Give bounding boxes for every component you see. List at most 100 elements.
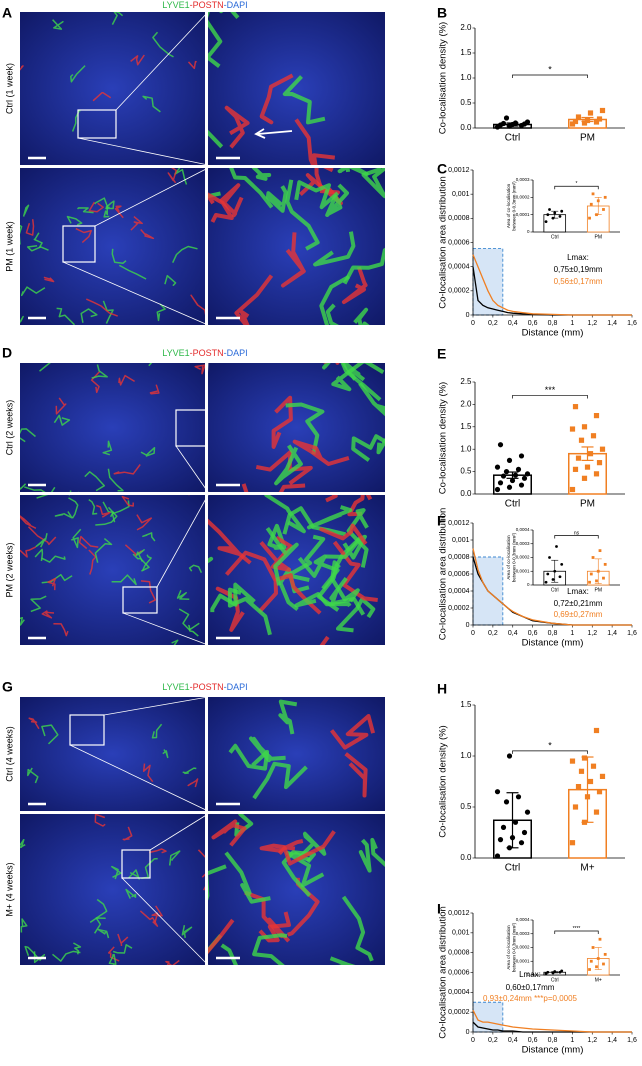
stain: [88, 549, 97, 575]
y-tick-label: 1.0: [460, 751, 472, 760]
zoom-line: [205, 362, 209, 411]
stain: [174, 168, 188, 185]
stain: [330, 714, 376, 750]
annotation: Lmax:: [567, 253, 589, 262]
data-point: [560, 209, 564, 213]
data-point: [575, 114, 582, 120]
data-point: [595, 579, 598, 583]
y-tick-label: 0,001: [452, 191, 470, 198]
data-point: [599, 446, 606, 452]
stain: [84, 471, 106, 492]
stain: [142, 763, 154, 783]
micrograph-content: [20, 168, 205, 325]
y-tick-label: 1.0: [460, 444, 472, 453]
stain: [55, 397, 67, 415]
data-point: [506, 753, 513, 759]
stain: [294, 592, 352, 608]
micrograph: [20, 12, 205, 165]
stain: [35, 533, 48, 548]
y-tick-label: 1.5: [460, 48, 472, 57]
stain-name: LYVE1: [162, 348, 189, 358]
micrograph-bg: [20, 168, 205, 325]
stain: [341, 895, 374, 962]
stain: [140, 229, 155, 240]
data-point: [551, 216, 555, 220]
zoom-box: [121, 849, 151, 879]
x-tick-label: 0,8: [548, 630, 558, 637]
data-point: [581, 475, 588, 481]
data-point: [497, 442, 504, 448]
stain: [331, 363, 385, 392]
x-tick-label: Ctrl: [505, 499, 521, 510]
significance: ns: [574, 530, 580, 536]
stain: [325, 183, 349, 217]
y-tick-label: 0.0: [460, 489, 472, 498]
stain: [75, 227, 92, 244]
stain: [91, 364, 108, 379]
stain: [211, 819, 247, 847]
stain: [105, 200, 115, 210]
micrograph-content: [20, 814, 205, 965]
stain: [376, 437, 385, 455]
stain: [278, 699, 298, 735]
y-tick-label: 0,0002: [516, 195, 530, 200]
data-point: [599, 107, 606, 114]
data-point: [593, 809, 600, 815]
micrograph-content: [208, 495, 378, 645]
data-point: [596, 569, 600, 573]
y-tick-label: 0,0012: [448, 910, 470, 917]
data-point: [584, 794, 591, 800]
data-point: [581, 819, 588, 825]
x-tick-label: 0,4: [508, 320, 518, 327]
panel-letter: F: [437, 513, 446, 529]
stain: [178, 608, 200, 631]
data-point: [602, 576, 605, 580]
x-tick-label: 0,2: [488, 1037, 498, 1044]
significance-bracket: [554, 535, 599, 539]
data-point: [587, 451, 594, 457]
x-tick-label: 1,4: [607, 320, 617, 327]
stain: [71, 109, 81, 132]
stain: [27, 526, 57, 546]
data-point: [548, 208, 551, 211]
stain: [71, 528, 82, 549]
y-tick-label: 0,0002: [448, 288, 470, 295]
micrograph-content: [208, 814, 385, 965]
stain: [41, 724, 59, 745]
stain: [208, 518, 252, 565]
data-point: [603, 952, 607, 956]
data-point: [578, 768, 585, 774]
y-tick-label: 0.5: [460, 802, 472, 811]
stain: [227, 587, 272, 636]
y-tick-label: 0,0002: [448, 605, 470, 612]
y-tick-label: 0: [466, 622, 470, 629]
stain: [20, 546, 37, 558]
data-point: [569, 121, 576, 127]
x-tick-label: Ctrl: [551, 587, 559, 593]
y-axis-label: Co-localisation density (%): [438, 382, 449, 494]
data-point: [575, 455, 582, 461]
stain: [337, 168, 369, 176]
y-tick-label: 0,0008: [448, 215, 470, 222]
data-point: [494, 486, 501, 493]
stain: [208, 556, 214, 564]
data-point: [544, 580, 548, 584]
micrograph: [208, 814, 385, 965]
panel-letter: G: [2, 679, 13, 695]
data-point: [590, 433, 597, 439]
data-point: [598, 937, 602, 941]
annotation: 0,75±0,19mm: [554, 265, 603, 274]
stain: [336, 597, 376, 633]
stain: [122, 826, 133, 841]
data-point: [589, 959, 593, 963]
zoom-line: [121, 877, 209, 966]
y-tick-label: 0,0004: [516, 917, 530, 922]
data-point: [603, 195, 607, 199]
data-point: [581, 120, 588, 126]
data-point: [569, 486, 576, 493]
highlight-region: [472, 1001, 504, 1033]
data-point: [521, 475, 528, 481]
stain: [52, 950, 81, 962]
data-point: [575, 784, 582, 790]
annotation: Lmax:: [519, 970, 541, 979]
